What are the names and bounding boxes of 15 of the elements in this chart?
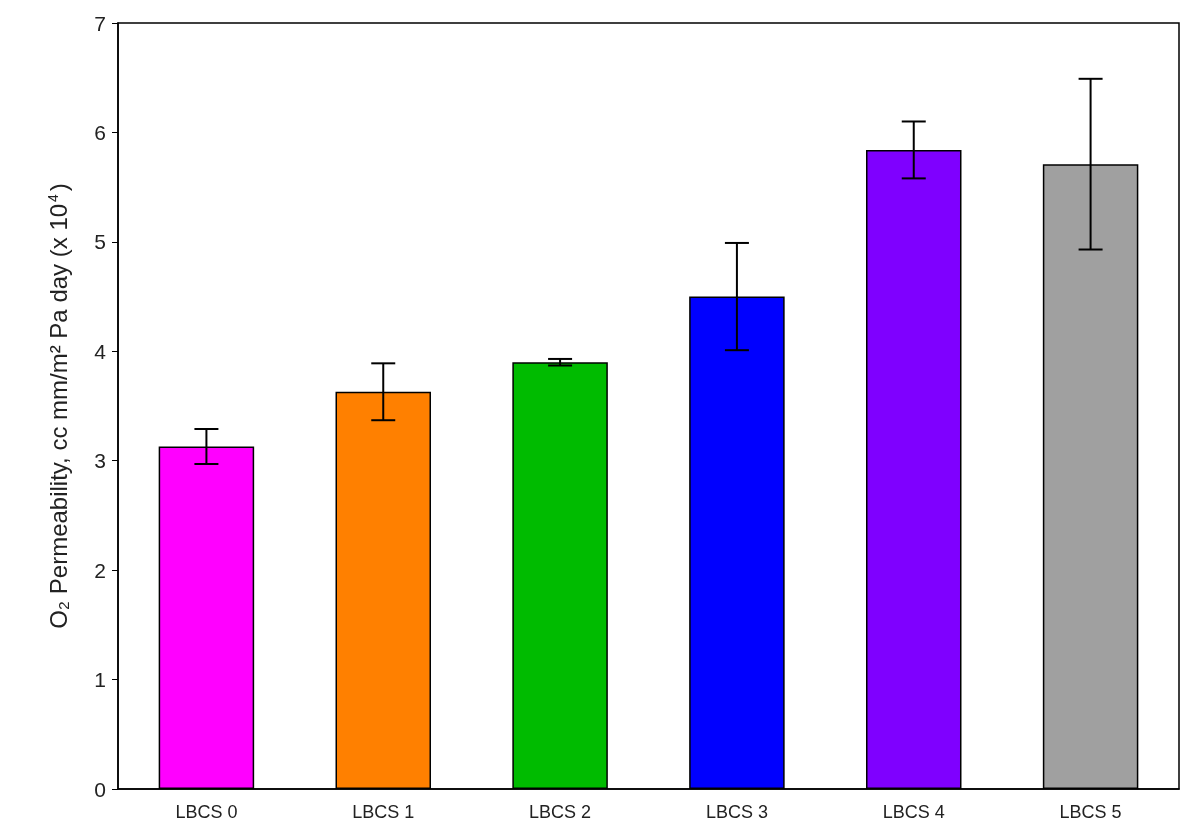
x-tick-label: LBCS 2 [529, 802, 592, 822]
y-tick-label: 0 [94, 777, 106, 801]
y-tick-label: 7 [94, 11, 106, 35]
x-tick-label: LBCS 0 [175, 802, 238, 822]
x-tick-label: LBCS 1 [352, 802, 415, 822]
y-axis-title: O₂ Permeability, cc mm/m² Pa day (x 104) [44, 183, 72, 629]
x-tick-label: LBCS 3 [705, 802, 768, 822]
x-tick-label: LBCS 4 [882, 802, 945, 822]
x-tick-label: LBCS 5 [1059, 802, 1122, 822]
y-tick-label: 2 [94, 558, 106, 582]
y-tick-label: 5 [94, 230, 106, 254]
y-tick-label: 3 [94, 449, 106, 473]
y-tick-label: 6 [94, 120, 106, 144]
y-tick-label: 1 [94, 668, 106, 692]
y-tick-label: 4 [94, 339, 107, 363]
